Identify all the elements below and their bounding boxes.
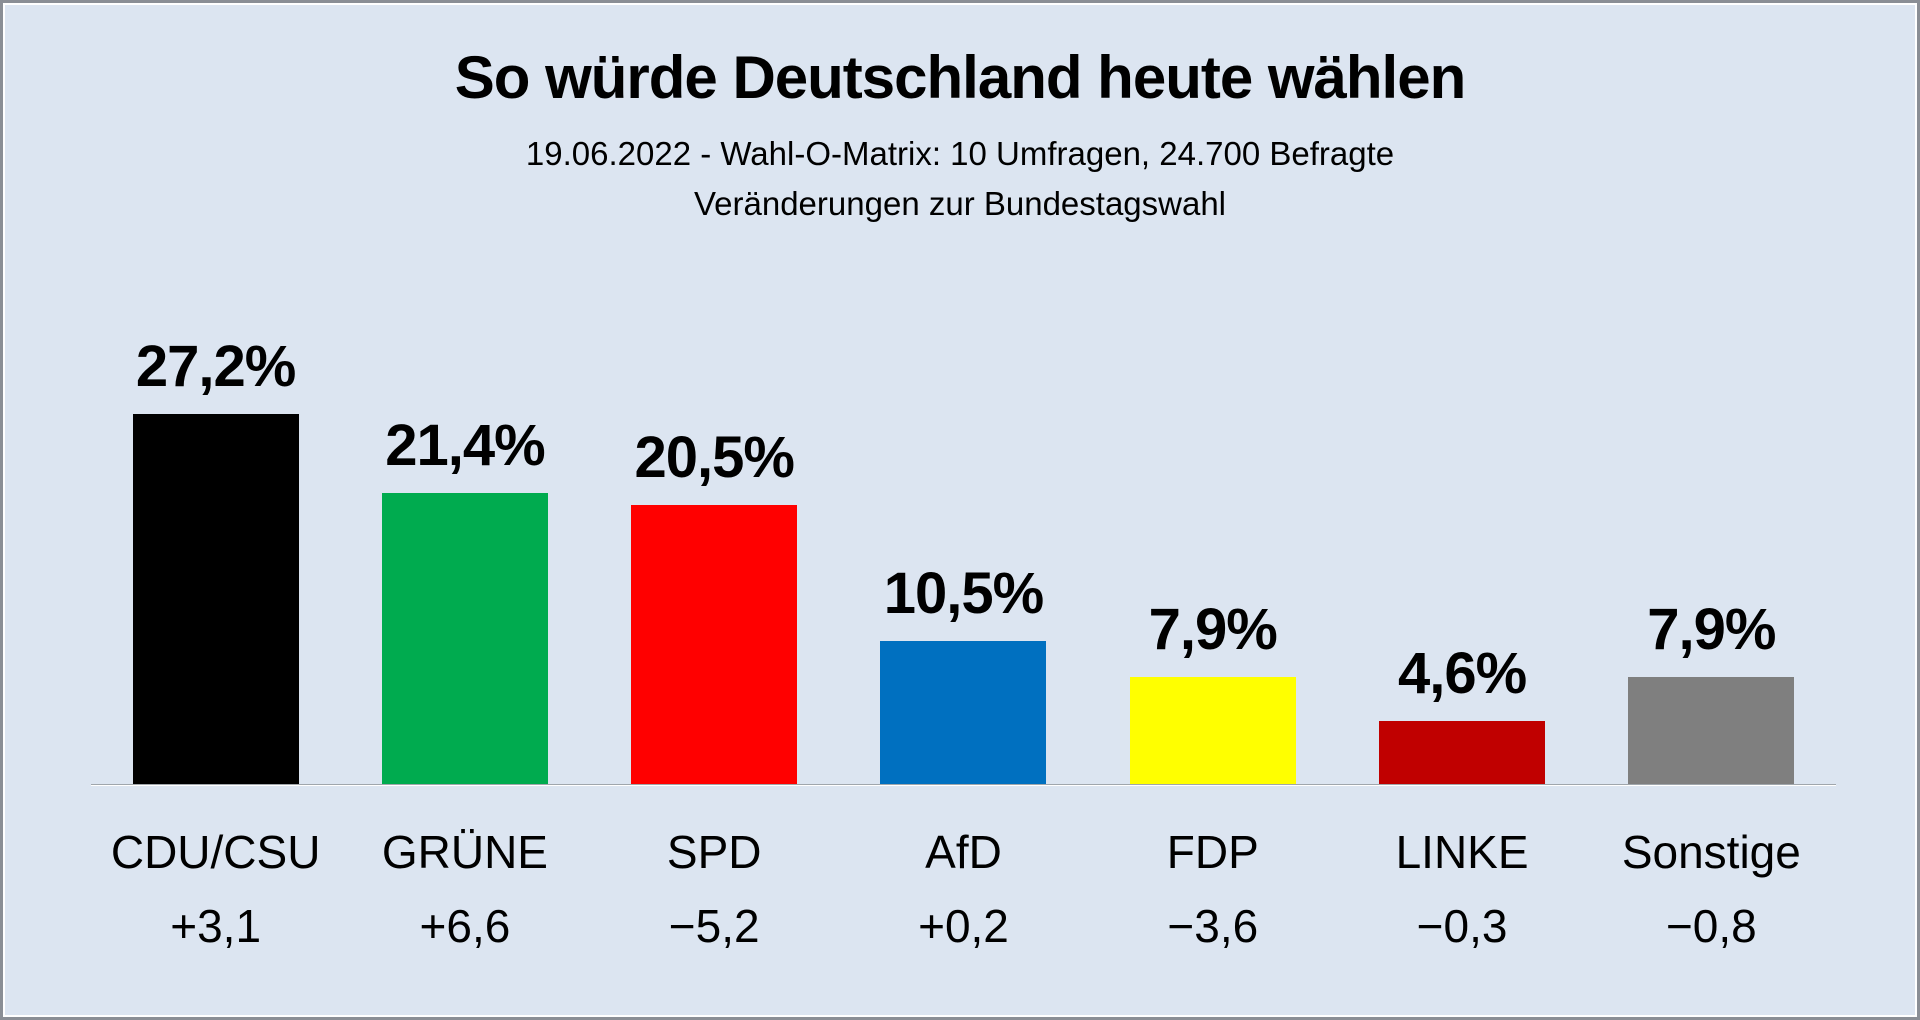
value-label: 10,5% (883, 561, 1044, 626)
bar-group: 4,6% LINKE −0,3 (1337, 244, 1586, 952)
bar (1129, 677, 1296, 784)
party-label: SPD (666, 826, 762, 878)
value-label: 21,4% (385, 413, 545, 478)
party-label: Sonstige (1621, 826, 1801, 878)
party-label: GRÜNE (381, 826, 548, 878)
bar-group: 7,9% Sonstige −0,8 (1587, 244, 1836, 952)
bar (132, 414, 299, 784)
chart-note: Veränderungen zur Bundestagswahl (693, 185, 1227, 222)
change-label: −0,8 (1665, 900, 1757, 952)
bar-group: 21,4% GRÜNE +6,6 (340, 244, 589, 952)
value-label: 27,2% (135, 334, 296, 399)
value-label: 7,9% (1148, 597, 1278, 662)
change-label: −3,6 (1167, 900, 1259, 952)
value-label: 7,9% (1647, 597, 1776, 662)
bar (880, 641, 1047, 784)
chart-subtitle: 19.06.2022 - Wahl-O-Matrix: 10 Umfragen,… (525, 135, 1395, 172)
value-label: 20,5% (634, 425, 794, 490)
party-label: LINKE (1395, 826, 1529, 878)
value-label: 4,6% (1397, 641, 1527, 706)
bar (1379, 721, 1546, 784)
chart-title: So würde Deutschland heute wählen (454, 44, 1467, 111)
party-label: FDP (1166, 826, 1259, 878)
bar-group: 27,2% CDU/CSU +3,1 (91, 244, 340, 952)
bar-group: 10,5% AfD +0,2 (839, 244, 1088, 952)
party-label: AfD (925, 826, 1002, 878)
change-label: +6,6 (419, 900, 511, 952)
change-label: +0,2 (918, 900, 1009, 952)
bar-group: 7,9% FDP −3,6 (1088, 244, 1337, 952)
bar (631, 505, 798, 784)
bar-group: 20,5% SPD −5,2 (590, 244, 839, 952)
bar (381, 493, 548, 784)
change-label: −0,3 (1416, 900, 1508, 952)
change-label: +3,1 (170, 900, 262, 952)
change-label: −5,2 (668, 900, 760, 952)
party-label: CDU/CSU (110, 826, 321, 878)
bar (1628, 677, 1795, 784)
x-axis-line (91, 784, 1836, 786)
bar-chart-plot: 27,2% CDU/CSU +3,1 21,4% GRÜNE +6,6 20,5% SPD −5… (91, 244, 1836, 952)
